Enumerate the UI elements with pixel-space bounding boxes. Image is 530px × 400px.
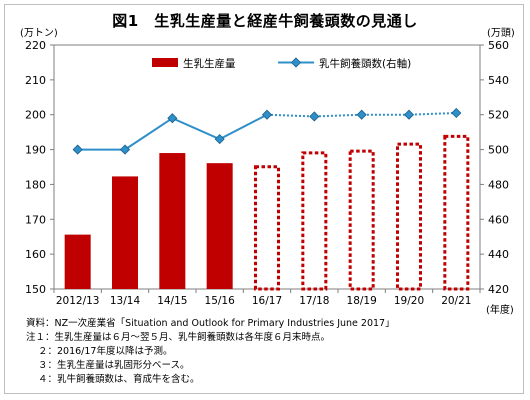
legend-bar-swatch [152,58,178,67]
note-2: ２：2016/17年度以降は予測。 [38,346,173,357]
bar-forecast [301,151,328,291]
bar-forecast [396,142,422,291]
y-right-tick-label: 560 [488,39,509,52]
y-left-tick-label: 180 [25,178,46,191]
y-right-tick-label: 520 [488,109,509,122]
y-left-tick-label: 220 [25,39,46,52]
note-source: 資料：NZ一次産業省「Situation and Outlook for Pri… [26,318,395,329]
x-tick-label: 14/15 [157,295,187,307]
bar-forecast [443,134,470,291]
line-point [261,109,273,120]
note-1: 注１：生乳生産量は６月～翌５月、乳牛飼養頭数は各年度６月末時点。 [26,332,331,343]
y-right-tick-label: 420 [488,283,509,296]
y-left-tick-label: 200 [25,109,46,122]
dual-axis-bar-line-chart: 150 160 170 180 190 200 210 220 420 440 460 480 500 5… [20,27,515,316]
note-3: ３：生乳生産量は乳固形分ベース。 [38,360,190,371]
y-left-tick-label: 190 [25,144,46,157]
y-left-tick-label: 150 [25,283,46,296]
bar-forecast [254,165,280,291]
bar-actual [64,234,91,289]
legend-line-marker [290,57,302,68]
y-left-axis-label: (万トン) [20,28,58,39]
line-point [403,109,415,120]
y-right-tick-label: 540 [488,74,509,87]
x-tick-label: 20/21 [441,295,471,307]
line-point [451,107,462,119]
line-point [356,109,367,120]
figure-frame [4,4,524,394]
chart-title: 図1 生乳生産量と経産牛飼養頭数の見通し [112,12,418,30]
legend-line-label: 乳牛飼養頭数(右軸) [319,57,411,70]
y-right-tick-label: 500 [488,144,509,157]
line-series-forecast [266,111,457,118]
x-axis-unit-label: (年度) [486,303,514,316]
y-right-tick-label: 440 [488,248,509,261]
y-left-tick-label: 210 [25,74,46,87]
x-tick-label: 2012/13 [56,295,100,307]
x-tick-label: 19/20 [394,295,424,307]
bar-actual [112,176,138,289]
x-tick-label: 16/17 [252,295,282,307]
note-4: ４：乳牛飼養頭数は、育成牛を含む。 [38,374,200,385]
y-right-tick-label: 460 [488,213,509,226]
line-point [309,111,320,122]
y-left-tick-label: 170 [25,213,46,226]
x-tick-label: 15/16 [205,295,236,307]
line-point [119,144,131,155]
line-point [167,113,178,124]
y-right-tick-label: 480 [488,178,509,191]
line-point [72,144,83,155]
bar-forecast [348,149,375,291]
y-left-tick-label: 160 [25,248,46,261]
legend-bar-label: 生乳生産量 [183,57,236,70]
x-tick-label: 18/19 [347,295,377,307]
bar-actual [159,153,186,289]
x-tick-label: 17/18 [299,295,329,307]
bar-actual [206,163,233,289]
chart-notes: 資料：NZ一次産業省「Situation and Outlook for Pri… [26,317,521,387]
line-point [214,134,225,145]
y-right-axis-label: (万頭) [487,27,515,39]
x-tick-label: 13/14 [110,295,141,307]
